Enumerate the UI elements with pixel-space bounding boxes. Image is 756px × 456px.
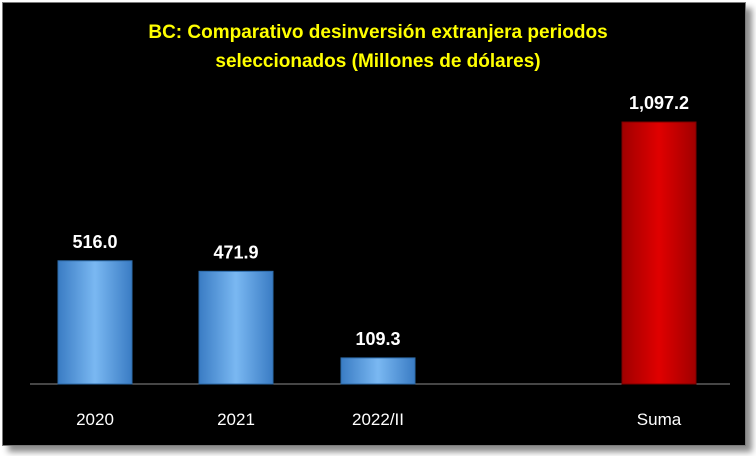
data-label-2022-ii: 109.3: [355, 329, 400, 349]
bar-2021: [198, 270, 274, 385]
chart-title: BC: Comparativo desinversión extranjera …: [0, 18, 756, 76]
category-label-2020: 2020: [76, 410, 114, 429]
data-label-2021: 471.9: [213, 242, 258, 262]
category-label-2021: 2021: [217, 410, 255, 429]
bar-suma: [621, 121, 697, 385]
data-label-2020: 516.0: [72, 232, 117, 252]
chart-title-line-1: BC: Comparativo desinversión extranjera …: [148, 22, 608, 43]
bar-2022-ii: [340, 357, 416, 385]
bar-2020: [57, 260, 133, 385]
bars-group: 516.0 2020 471.9 2021 109.3 2022/II 1,097.2 Sum…: [57, 93, 697, 429]
chart-title-line-2: seleccionados (Millones de dólares): [215, 51, 541, 72]
data-label-suma: 1,097.2: [629, 93, 689, 113]
category-label-suma: Suma: [637, 410, 682, 429]
category-label-2022-ii: 2022/II: [352, 410, 404, 429]
